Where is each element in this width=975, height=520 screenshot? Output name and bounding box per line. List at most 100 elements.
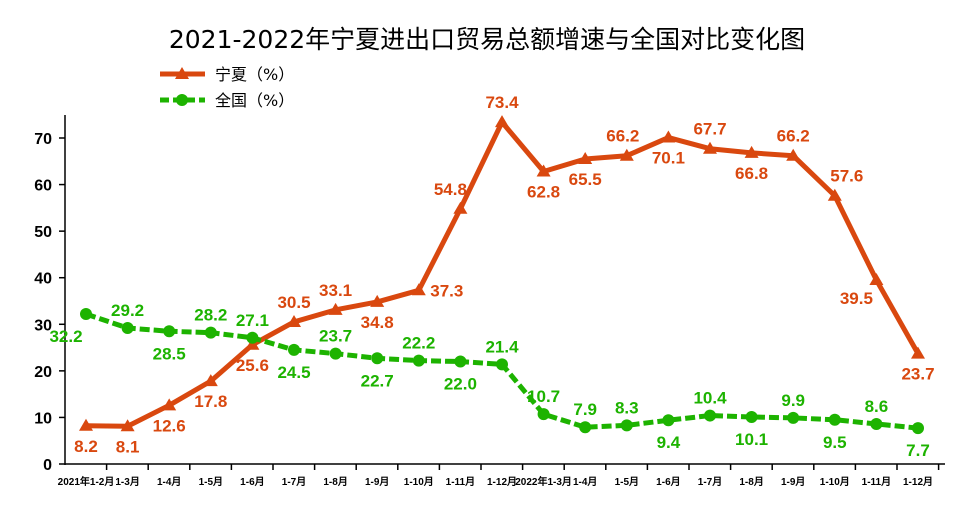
ningxia-data-label: 34.8 — [361, 313, 394, 332]
ningxia-point — [287, 314, 301, 327]
national-point — [579, 421, 592, 434]
ningxia-point — [786, 148, 801, 161]
y-tick-label: 60 — [34, 178, 52, 195]
national-point — [246, 331, 259, 344]
x-tick-label: 1-6月 — [240, 476, 264, 488]
national-point — [204, 326, 217, 339]
national-point — [121, 322, 134, 335]
ningxia-data-label: 33.1 — [319, 281, 352, 300]
x-tick-label: 1-11月 — [446, 476, 475, 488]
x-tick-label: 1-4月 — [573, 476, 597, 488]
ningxia-data-label: 30.5 — [277, 293, 310, 312]
ningxia-point — [203, 374, 218, 387]
y-tick-label: 30 — [34, 317, 52, 334]
x-tick-label: 1-8月 — [323, 476, 347, 488]
national-point — [704, 409, 716, 422]
x-tick-label: 1-5月 — [199, 476, 223, 488]
national-point — [537, 408, 550, 421]
x-tick-label: 1-9月 — [365, 476, 389, 488]
legend-label-national: 全国（%） — [215, 91, 294, 110]
x-tick-label: 1-12月 — [903, 476, 933, 488]
national-data-label: 8.3 — [615, 398, 639, 417]
chart-title: 2021-2022年宁夏进出口贸易总额增速与全国对比变化图 — [169, 25, 805, 54]
ningxia-data-label: 37.3 — [430, 281, 463, 300]
x-tick-label: 1-10月 — [404, 476, 434, 488]
ningxia-point — [619, 148, 634, 161]
ningxia-data-label: 17.8 — [194, 392, 227, 411]
x-tick-label: 1-9月 — [781, 476, 805, 488]
national-data-label: 7.7 — [906, 441, 930, 460]
ningxia-point — [536, 164, 551, 177]
national-point — [454, 355, 467, 368]
ningxia-data-label: 54.8 — [434, 180, 467, 199]
ningxia-point — [703, 141, 717, 154]
legend-label-ningxia: 宁夏（%） — [215, 65, 294, 84]
national-data-label: 23.7 — [319, 327, 352, 346]
x-tick-label: 1-4月 — [157, 476, 181, 488]
national-point — [329, 347, 342, 360]
x-tick-label: 1-8月 — [739, 476, 763, 488]
ningxia-data-label: 66.8 — [735, 164, 768, 183]
y-tick-label: 20 — [34, 364, 52, 381]
national-point — [787, 411, 800, 424]
national-data-label: 21.4 — [485, 337, 519, 356]
ningxia-data-label: 65.5 — [569, 170, 602, 189]
national-data-label: 7.9 — [573, 400, 597, 419]
x-tick-label: 1-3月 — [115, 476, 139, 488]
ningxia-data-label: 67.7 — [693, 120, 726, 139]
x-tick-label: 1-6月 — [656, 476, 680, 488]
ningxia-data-label: 8.1 — [116, 437, 140, 456]
ningxia-data-label: 12.6 — [153, 416, 186, 435]
x-tick-label: 1-11月 — [862, 476, 891, 488]
national-data-label: 9.4 — [657, 433, 681, 452]
national-data-label: 28.5 — [153, 344, 186, 363]
x-tick-label: 2021年1-2月 — [58, 475, 115, 488]
national-data-label: 10.4 — [693, 389, 727, 408]
ningxia-point — [411, 283, 426, 296]
ningxia-data-label: 25.6 — [236, 356, 269, 375]
national-point — [163, 325, 176, 338]
national-point — [870, 417, 883, 430]
ningxia-data-label: 8.2 — [74, 437, 98, 456]
national-data-label: 22.2 — [402, 334, 435, 353]
ningxia-point — [911, 346, 925, 359]
national-point — [745, 410, 758, 423]
ningxia-data-label: 39.5 — [840, 289, 873, 308]
y-tick-label: 0 — [43, 457, 52, 474]
national-data-label: 10.7 — [527, 387, 560, 406]
ningxia-point — [869, 273, 884, 286]
national-point — [662, 414, 675, 427]
national-point — [288, 343, 300, 356]
national-data-label: 9.5 — [823, 433, 847, 452]
x-tick-label: 1-12月 — [487, 476, 517, 488]
ningxia-data-label: 23.7 — [901, 365, 934, 384]
ningxia-data-label: 62.8 — [527, 183, 560, 202]
legend-triangle-marker — [175, 67, 189, 79]
x-tick-label: 1-10月 — [820, 476, 850, 488]
ningxia-point — [661, 130, 676, 143]
ningxia-point — [744, 145, 759, 158]
national-data-label: 22.0 — [444, 375, 477, 394]
national-data-label: 10.1 — [735, 430, 768, 449]
x-tick-label: 1-5月 — [615, 476, 639, 488]
y-tick-label: 50 — [34, 224, 52, 241]
national-data-label: 29.2 — [111, 301, 144, 320]
ningxia-point — [495, 115, 509, 128]
y-tick-label: 40 — [34, 271, 52, 288]
x-tick-label: 1-7月 — [282, 476, 306, 488]
legend: 宁夏（%） 全国（%） — [160, 65, 294, 110]
ningxia-point — [162, 398, 177, 411]
ningxia-data-label: 73.4 — [485, 93, 519, 112]
national-point — [620, 419, 633, 432]
national-point — [412, 354, 425, 367]
ningxia-point — [79, 418, 93, 431]
y-tick-label: 70 — [34, 131, 52, 148]
national-data-label: 24.5 — [277, 363, 310, 382]
national-data-label: 27.1 — [236, 311, 269, 330]
ningxia-data-label: 70.1 — [652, 149, 685, 168]
ningxia-data-label: 57.6 — [830, 167, 863, 186]
national-point — [371, 352, 384, 365]
national-point — [80, 308, 92, 321]
x-tick-label: 2022年1-3月 — [515, 475, 572, 488]
